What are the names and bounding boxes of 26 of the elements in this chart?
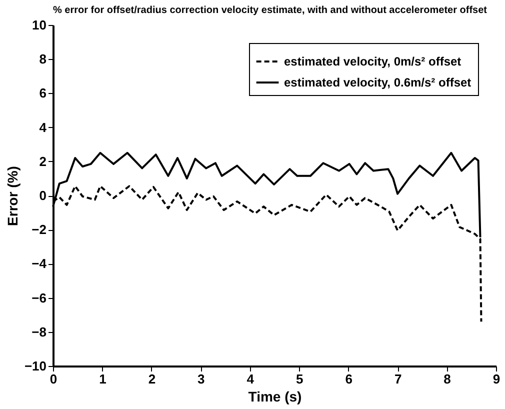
chart-title: % error for offset/radius correction velocity estimate, with and without accelerometer offset	[53, 5, 488, 16]
y-tick-label: 0	[39, 188, 46, 203]
x-tick-label: 8	[444, 372, 451, 386]
y-tick-label: −10	[24, 358, 46, 374]
x-tick-label: 2	[148, 372, 156, 386]
x-tick-label: 7	[394, 372, 402, 386]
y-tick-label: −4	[32, 256, 48, 272]
y-tick-label: 2	[39, 154, 46, 169]
y-tick-label: 8	[39, 52, 46, 67]
y-tick-label: 10	[32, 18, 46, 32]
legend-label: estimated velocity, 0m/s² offset	[284, 54, 462, 68]
y-tick-label: −8	[32, 324, 46, 340]
x-tick-label: 3	[198, 372, 205, 386]
y-axis-title: Error (%)	[4, 166, 20, 226]
x-tick-label: 0	[50, 372, 58, 386]
y-tick-label: 4	[39, 120, 48, 135]
legend-label: estimated velocity, 0.6m/s² offset	[284, 76, 472, 90]
x-tick-label: 1	[99, 372, 106, 386]
x-axis-title: Time (s)	[248, 388, 302, 404]
x-tick-label: 4	[246, 372, 255, 386]
y-tick-label: −2	[32, 222, 46, 238]
x-tick-label: 5	[296, 372, 304, 386]
y-tick-label: 6	[39, 86, 46, 101]
x-tick-label: 6	[345, 372, 352, 386]
y-tick-label: −6	[32, 290, 46, 306]
x-tick-label: 9	[492, 372, 500, 386]
